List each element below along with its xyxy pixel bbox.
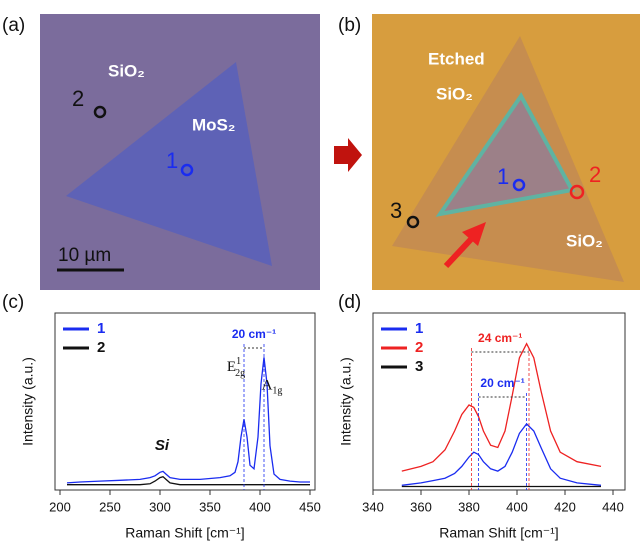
x-tick-label: 420 [554,499,576,514]
x-tick-label: 380 [458,499,480,514]
point-label: 3 [390,198,402,223]
peak-base: Si [155,437,170,454]
x-tick-label: 350 [199,499,221,514]
x-axis-label: Raman Shift [cm⁻¹] [439,525,558,541]
spectrum-line [402,424,601,485]
y-axis-label: Intensity (a.u.) [338,357,354,446]
legend-label: 1 [97,320,105,337]
scale-bar-label: 10 µm [58,245,111,266]
peak-label: Si [155,437,170,454]
peak-sup: 1 [236,356,241,367]
page: {"panel_a": {"label": "(a)", "substrate"… [0,0,640,550]
legend-label: 1 [415,320,423,337]
point-label: 2 [72,86,84,111]
etched-label: Etched [428,49,485,68]
x-tick-label: 450 [299,499,321,514]
panel-label: (a) [2,15,25,36]
point-label: 1 [166,148,178,173]
panel-label: (d) [338,292,361,313]
x-tick-label: 400 [506,499,528,514]
legend-label: 3 [415,358,423,375]
x-tick-label: 200 [49,499,71,514]
peak-label: A1g [262,378,283,397]
panel-label: (b) [338,15,361,36]
panel-label: (c) [2,292,24,313]
x-tick-label: 400 [249,499,271,514]
point-label: 2 [589,162,601,187]
figure: (a) SiO₂ MoS₂ 2 1 10 µm (b) Etched SiO₂ … [0,0,640,550]
peak-sub: 2g [235,368,245,379]
peak-sub: 1g [272,386,282,397]
substrate-label: SiO₂ [566,231,603,250]
x-tick-label: 250 [99,499,121,514]
x-tick-label: 440 [602,499,624,514]
flake-label: MoS₂ [192,115,235,134]
etched-substrate-label: SiO₂ [436,84,473,103]
legend-label: 2 [415,339,423,356]
peak-base: A [262,378,273,394]
spectrum-line [67,357,310,483]
arrow [334,138,362,172]
span-label: 20 cm⁻¹ [480,376,524,390]
y-axis-label: Intensity (a.u.) [20,357,36,446]
span-label: 20 cm⁻¹ [232,327,276,341]
spectrum-line [402,344,601,471]
x-tick-label: 300 [149,499,171,514]
span-label: 24 cm⁻¹ [478,331,522,345]
x-tick-label: 340 [362,499,384,514]
point-label: 1 [497,164,509,189]
x-axis-label: Raman Shift [cm⁻¹] [125,525,244,541]
substrate-label: SiO₂ [108,61,145,80]
legend-label: 2 [97,339,105,356]
x-tick-label: 360 [410,499,432,514]
